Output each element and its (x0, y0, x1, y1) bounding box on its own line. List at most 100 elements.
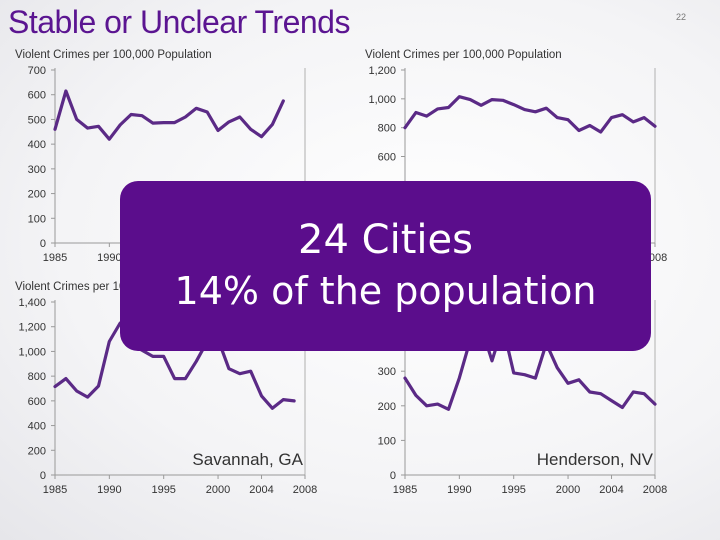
data-point (523, 108, 526, 111)
data-point (458, 376, 461, 380)
x-tick-label: 1990 (447, 484, 471, 496)
x-tick-label: 1985 (393, 484, 417, 496)
data-point (271, 407, 274, 410)
y-tick-label: 0 (40, 470, 46, 482)
overlay-cities-count: 24 Cities (298, 217, 473, 263)
y-tick-label: 300 (378, 366, 396, 378)
data-point (292, 399, 296, 403)
summary-overlay: 24 Cities 14% of the population (120, 181, 651, 351)
data-point (577, 129, 581, 132)
data-point (653, 125, 657, 128)
y-axis-label: Violent Crimes per 100,000 Population (15, 49, 212, 61)
data-point (425, 114, 428, 118)
data-point (75, 118, 78, 121)
data-point (173, 377, 176, 380)
data-point (632, 390, 635, 394)
y-tick-label: 800 (378, 123, 396, 135)
data-point (555, 366, 559, 369)
data-point (97, 125, 100, 128)
data-point (642, 392, 646, 395)
data-point (260, 394, 263, 398)
y-tick-label: 1,200 (18, 322, 46, 334)
y-tick-label: 600 (28, 396, 46, 408)
data-point (227, 120, 231, 124)
data-point (599, 130, 602, 134)
data-point (653, 402, 657, 406)
data-point (458, 95, 461, 98)
y-tick-label: 1,200 (368, 65, 396, 77)
data-point (86, 126, 89, 130)
city-label: Savannah, GA (192, 450, 303, 469)
y-tick-label: 400 (28, 139, 46, 151)
data-point (436, 402, 439, 406)
x-tick-label: 2004 (599, 484, 623, 496)
data-point (173, 121, 176, 124)
data-point (490, 98, 494, 101)
y-tick-label: 0 (390, 470, 396, 482)
y-tick-label: 400 (28, 421, 46, 433)
data-point (490, 359, 494, 363)
data-point (205, 110, 209, 114)
data-point (195, 107, 198, 110)
data-point (119, 123, 122, 127)
x-tick-label: 2000 (206, 484, 230, 496)
data-point (621, 406, 624, 409)
y-tick-label: 1,000 (18, 346, 46, 358)
y-tick-label: 600 (378, 152, 396, 164)
data-point (249, 128, 252, 131)
y-tick-label: 200 (28, 445, 46, 457)
city-label: Henderson, NV (537, 450, 654, 469)
data-point (108, 138, 111, 141)
data-point (555, 116, 559, 119)
data-point (610, 399, 613, 402)
data-point (75, 389, 78, 393)
data-point (227, 367, 231, 370)
data-point (414, 394, 418, 397)
y-tick-label: 1,400 (18, 297, 46, 309)
line-chart-top-left: Violent Crimes per 100,000 Population 0 10… (15, 49, 306, 264)
series-line (403, 324, 657, 411)
data-point (184, 377, 187, 380)
data-point (184, 115, 187, 119)
series-line (53, 89, 285, 141)
data-point (512, 371, 515, 375)
y-tick-label: 800 (28, 371, 46, 383)
data-point (642, 116, 646, 119)
data-point (97, 384, 100, 388)
x-tick-label: 1990 (97, 252, 121, 264)
data-point (403, 376, 407, 380)
y-axis-label: Violent Crimes per 100,000 Population (365, 49, 562, 61)
data-point (64, 89, 68, 93)
y-tick-label: 100 (378, 435, 396, 447)
data-point (479, 104, 483, 107)
data-point (238, 115, 241, 119)
y-tick-label: 600 (28, 90, 46, 102)
data-point (238, 372, 241, 375)
x-tick-label: 2008 (293, 484, 317, 496)
data-point (566, 382, 570, 385)
data-point (108, 340, 111, 343)
data-point (260, 135, 263, 138)
data-point (86, 395, 89, 399)
data-point (588, 390, 591, 394)
x-tick-label: 1985 (43, 484, 67, 496)
x-tick-label: 2004 (249, 484, 273, 496)
data-point (447, 408, 450, 411)
x-tick-label: 1990 (97, 484, 121, 496)
x-tick-label: 2000 (556, 484, 580, 496)
data-point (534, 376, 537, 380)
data-point (523, 373, 526, 376)
data-point (403, 126, 407, 129)
data-point (469, 98, 472, 101)
data-point (129, 113, 133, 116)
data-point (282, 99, 285, 103)
x-tick-label: 1995 (151, 484, 175, 496)
x-tick-label: 1985 (43, 252, 67, 264)
data-point (599, 392, 602, 395)
data-point (534, 110, 537, 114)
y-tick-label: 500 (28, 114, 46, 126)
data-point (282, 398, 285, 401)
page-number: 22 (675, 12, 686, 22)
y-tick-label: 1,000 (368, 94, 396, 106)
y-tick-label: 100 (28, 213, 46, 225)
